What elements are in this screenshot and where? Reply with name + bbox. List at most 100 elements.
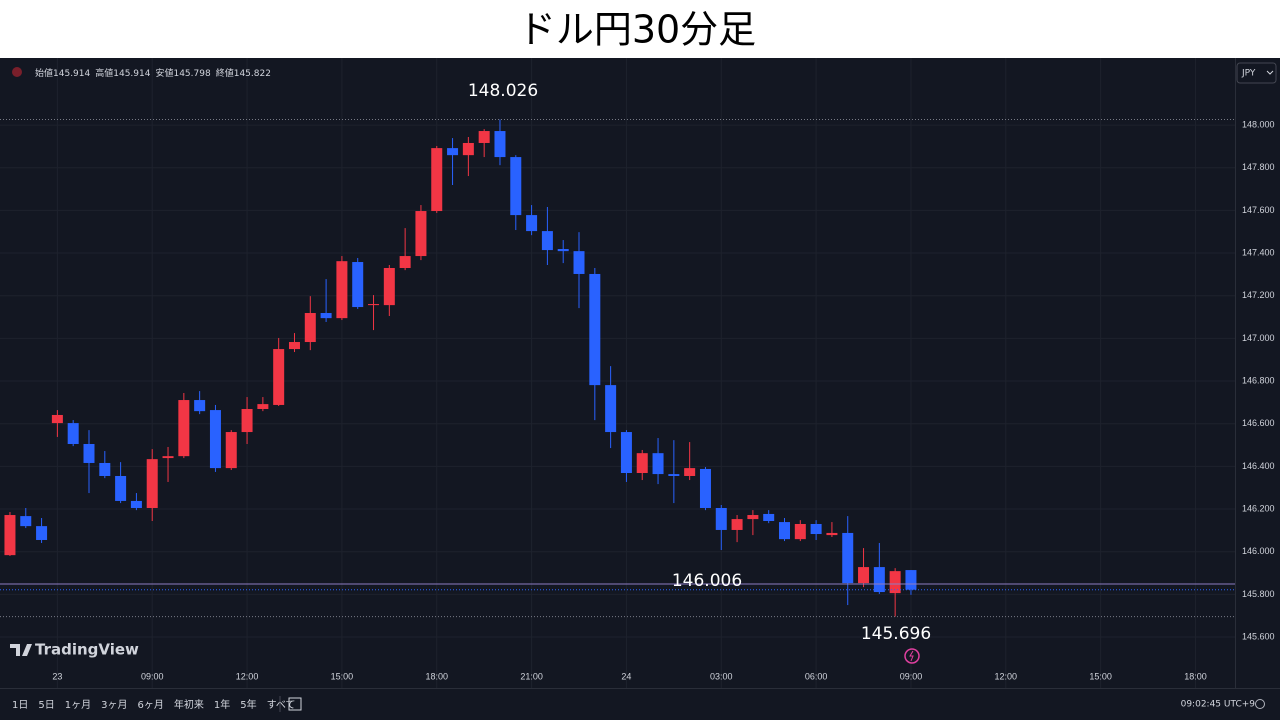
candle-body	[652, 453, 664, 475]
candle-body	[257, 404, 269, 410]
title-band	[0, 0, 1280, 58]
ohlc-value: 145.914	[53, 69, 90, 79]
logo: TradingView	[35, 641, 139, 659]
candle-body	[526, 215, 538, 232]
x-tick-label: 12:00	[995, 671, 1018, 681]
range-button[interactable]: 年初来	[174, 698, 204, 711]
candle-body	[304, 313, 316, 343]
y-tick-label: 145.600	[1242, 631, 1275, 641]
range-button[interactable]: 1年	[214, 698, 230, 711]
range-button[interactable]: すべて	[267, 699, 296, 711]
x-tick-label: 09:00	[900, 671, 923, 681]
candle-body	[352, 262, 364, 308]
range-button[interactable]: 5日	[38, 700, 54, 711]
candle-body	[636, 453, 648, 474]
candle-body	[478, 131, 490, 143]
candle-body	[130, 500, 142, 508]
clock: 09:02:45 UTC+9	[1181, 700, 1256, 710]
x-tick-label: 23	[52, 671, 62, 681]
currency-label: JPY	[1241, 69, 1256, 79]
candle-body	[447, 148, 459, 156]
candle-body	[763, 513, 775, 522]
y-tick-label: 146.600	[1242, 418, 1275, 428]
candle-body	[557, 249, 569, 252]
logo-icon	[10, 644, 32, 656]
y-tick-label: 147.400	[1242, 247, 1275, 257]
range-button[interactable]: 1日	[12, 700, 28, 711]
candle-body	[494, 131, 506, 158]
settings-icon[interactable]	[1255, 699, 1265, 709]
y-tick-label: 146.800	[1242, 375, 1275, 385]
candle-body	[431, 148, 443, 212]
candle-body	[336, 261, 348, 319]
x-tick-label: 18:00	[425, 671, 448, 681]
candle-body	[779, 522, 791, 540]
ohlc-value: 145.798	[173, 69, 210, 79]
candles	[4, 119, 917, 617]
y-tick-label: 146.000	[1242, 546, 1275, 556]
candle-body	[858, 567, 870, 584]
range-button[interactable]: 5年	[240, 698, 256, 711]
candle-body	[873, 567, 885, 593]
candle-body	[383, 267, 395, 306]
candle-body	[67, 423, 79, 444]
candle-body	[320, 313, 332, 319]
candle-body	[20, 516, 32, 527]
candle-body	[684, 468, 696, 476]
annotation-label: 148.026	[468, 81, 538, 101]
candle-body	[115, 475, 127, 501]
y-tick-label: 146.400	[1242, 461, 1275, 471]
y-tick-label: 148.000	[1242, 119, 1275, 129]
y-tick-label: 147.000	[1242, 333, 1275, 343]
x-tick-label: 12:00	[236, 671, 259, 681]
candle-body	[288, 342, 300, 350]
ohlc-label: 高値	[95, 67, 113, 79]
x-tick-label: 15:00	[1089, 671, 1112, 681]
candle-body	[715, 507, 727, 530]
candle-body	[162, 456, 174, 459]
chart-title: ドル円30分足	[518, 8, 756, 52]
candle-body	[905, 570, 917, 590]
ohlc-header: 始値145.914 高値145.914 安値145.798 終値145.822	[35, 67, 271, 79]
chart-background	[0, 58, 1280, 720]
compare-icon[interactable]	[288, 697, 302, 711]
candle-body	[415, 211, 427, 257]
candle-body	[826, 532, 838, 536]
ohlc-label: 安値	[155, 67, 173, 79]
candle-body	[99, 462, 111, 476]
range-button[interactable]: 3ヶ月	[101, 699, 127, 711]
candle-body	[731, 519, 743, 530]
range-button[interactable]: 6ヶ月	[138, 699, 164, 711]
x-tick-label: 09:00	[141, 671, 164, 681]
candle-body	[225, 432, 237, 469]
x-tick-label: 18:00	[1184, 671, 1207, 681]
candle-body	[273, 349, 285, 405]
event-icon[interactable]	[904, 648, 920, 664]
candle-body	[889, 571, 901, 594]
candle-body	[36, 526, 48, 540]
y-tick-label: 147.200	[1242, 290, 1275, 300]
ohlc-label: 始値	[35, 67, 53, 79]
x-tick-label: 21:00	[520, 671, 543, 681]
candle-body	[241, 409, 253, 433]
candle-body	[209, 410, 221, 469]
candle-body	[605, 385, 617, 433]
candle-body	[699, 468, 711, 508]
range-button[interactable]: 1ヶ月	[65, 699, 91, 711]
candle-body	[842, 532, 854, 584]
candle-body	[462, 142, 474, 156]
x-tick-label: 06:00	[805, 671, 828, 681]
candle-body	[368, 304, 380, 306]
ohlc-label: 終値	[216, 67, 234, 79]
candle-body	[510, 157, 522, 216]
currency-select[interactable]	[1236, 62, 1277, 84]
candle-body	[399, 256, 411, 268]
candle-body	[668, 474, 680, 476]
annotation-label: 145.696	[861, 624, 931, 644]
candle-body	[747, 515, 759, 520]
candle-body	[810, 523, 822, 535]
y-tick-label: 145.800	[1242, 589, 1275, 599]
candle-body	[794, 523, 806, 540]
y-tick-label: 147.600	[1242, 205, 1275, 215]
